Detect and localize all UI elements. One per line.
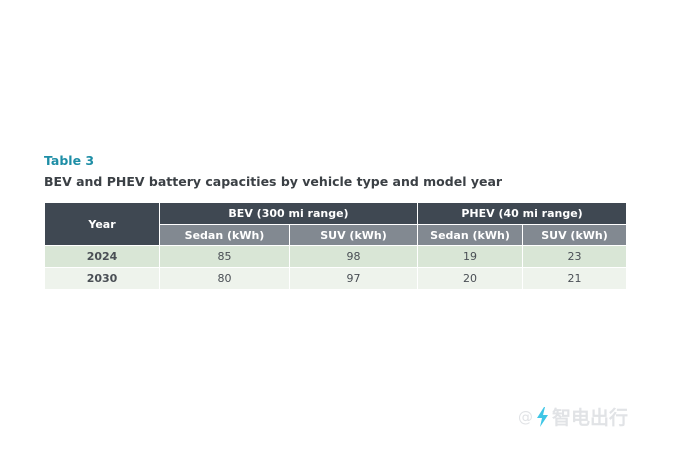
table-header-row-groups: Year BEV (300 mi range) PHEV (40 mi rang… [44,202,628,246]
value-cell: 85 [159,245,290,268]
phev-suv-header: SUV (kWh) [522,224,628,246]
year-cell: 2024 [44,245,160,268]
value-cell: 21 [522,267,628,290]
phev-group-header: PHEV (40 mi range) [417,202,628,225]
bev-group-header: BEV (300 mi range) [158,202,419,225]
bev-sedan-header: Sedan (kWh) [159,224,290,246]
table-label: Table 3 [44,153,95,168]
value-cell: 23 [522,245,628,268]
table-caption: BEV and PHEV battery capacities by vehic… [44,174,503,189]
year-column-header: Year [44,202,160,246]
bev-suv-header: SUV (kWh) [288,224,419,246]
watermark: @ 智电出行 [518,403,628,430]
value-cell: 19 [417,245,524,268]
table-row: 2024 85 98 19 23 [44,245,628,268]
year-cell: 2030 [44,267,160,290]
table-row: 2030 80 97 20 21 [44,267,628,290]
battery-capacity-table: Year BEV (300 mi range) PHEV (40 mi rang… [44,202,628,290]
value-cell: 98 [288,245,419,268]
phev-sedan-header: Sedan (kWh) [417,224,524,246]
at-sign-icon: @ [518,407,533,426]
value-cell: 20 [417,267,524,290]
watermark-text: 智电出行 [552,407,629,429]
table-header-row-columns: Sedan (kWh) SUV (kWh) Sedan (kWh) SUV (k… [45,224,628,246]
value-cell: 80 [159,267,290,290]
value-cell: 97 [288,267,419,290]
lightning-bolt-icon [537,406,548,427]
